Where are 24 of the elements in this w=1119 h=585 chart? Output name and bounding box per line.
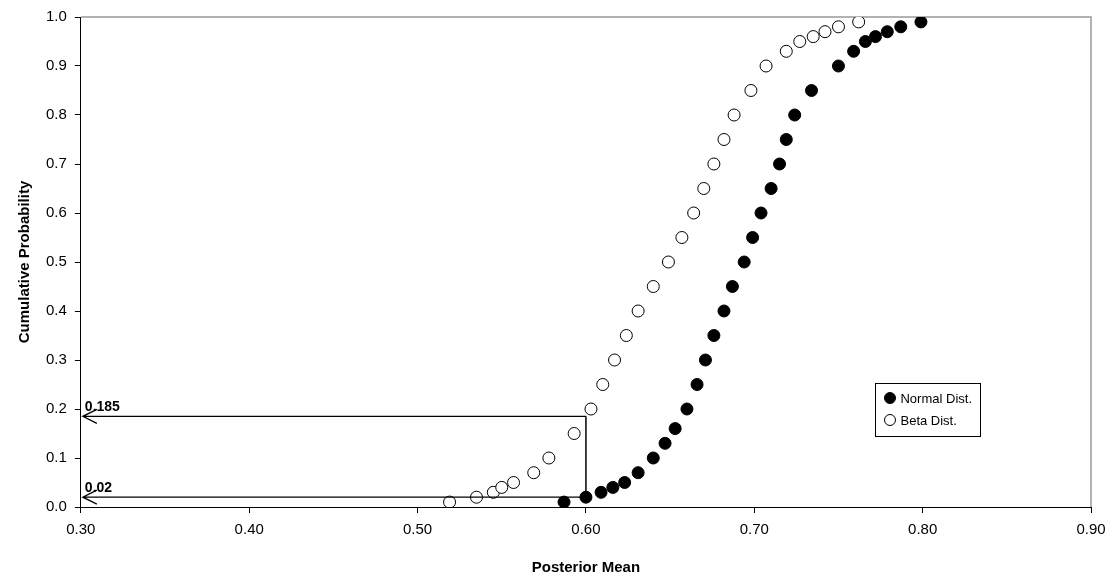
y-tick-label: 0.2 (45, 399, 67, 417)
x-tick-label: 0.30 (66, 520, 96, 538)
y-tick-label: 0.1 (45, 448, 67, 466)
y-tick-label: 0.9 (45, 56, 67, 74)
x-tick-label: 0.90 (1076, 520, 1106, 538)
y-tick-label: 0.0 (45, 497, 67, 515)
x-tick-label: 0.70 (739, 520, 769, 538)
x-tick-label: 0.50 (402, 520, 433, 538)
y-tick-label: 0.6 (45, 203, 67, 221)
y-tick-label: 0.8 (45, 105, 67, 123)
y-tick-label: 0.7 (45, 154, 67, 172)
legend-label: Normal Dist. (899, 390, 972, 408)
x-tick-label: 0.40 (234, 520, 264, 538)
x-tick-label: 0.80 (908, 520, 938, 538)
y-tick-label: 0.4 (45, 301, 67, 319)
annotation: 0.02 (84, 479, 113, 496)
y-tick-label: 1.0 (45, 7, 67, 25)
legend-label: Beta Dist. (899, 412, 958, 430)
y-axis-title: Cumulative Probability (15, 180, 33, 344)
y-tick-label: 0.5 (45, 252, 67, 270)
y-tick-label: 0.3 (45, 350, 67, 368)
annotation: 0.185 (84, 398, 121, 415)
x-axis-title: Posterior Mean (531, 558, 641, 576)
x-tick-label: 0.60 (571, 520, 601, 538)
